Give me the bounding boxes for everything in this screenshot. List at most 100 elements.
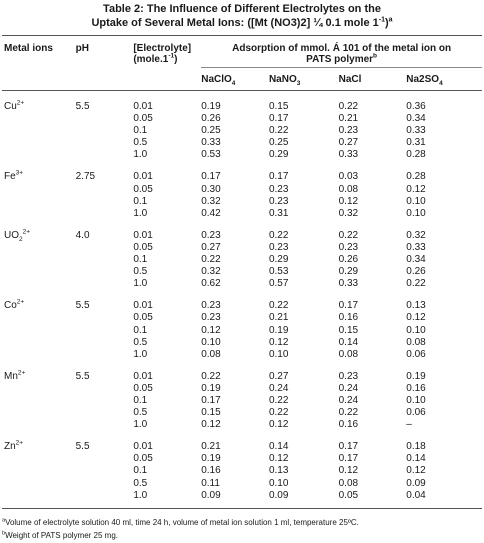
cell-nano3: 0.23: [268, 183, 289, 195]
header-col-naclo4-sub: 4: [231, 80, 236, 87]
header-adsorption: Adsorption of mmol. Á 101 of the metal i…: [201, 36, 482, 68]
cell-metal-ion: [2, 149, 76, 161]
cell-nano3: 0.29: [268, 254, 289, 266]
ion-symbol: Fe: [4, 171, 16, 183]
cell-naclo4: 0.16: [201, 465, 221, 477]
table-row: 0.1 0.16 0.13 0.12 0.12: [2, 465, 482, 477]
cell-nacl: 0.12: [338, 195, 359, 207]
cell-nano3: 0.24: [268, 382, 289, 394]
cell-nacl: 0.21: [338, 113, 359, 125]
metal-ion-table: Metal ions pH [Electrolyte] (mole.1-1) A…: [2, 35, 482, 509]
cell-metal-ion: [2, 137, 76, 149]
cell-nano3: 0.12: [268, 336, 289, 348]
cell-electrolyte: 0.5: [133, 266, 148, 278]
cell-nano3: 0.29: [268, 149, 289, 161]
cell-ph: [76, 184, 134, 196]
header-rule: [2, 90, 482, 91]
cell-nano3: 0.10: [268, 477, 289, 489]
cell-electrolyte: 0.01: [133, 370, 153, 382]
cell-nacl: 0.22: [338, 407, 359, 419]
cell-electrolyte: 1.0: [133, 207, 148, 219]
table-row: 1.0 0.08 0.10 0.08 0.06: [2, 349, 482, 361]
cell-na2so4: 0.09: [406, 477, 426, 489]
header-ph: pH: [75, 43, 89, 54]
ion-charge: 2+: [17, 369, 26, 377]
header-adsorption-line-1: Adsorption of mmol. Á 101 of the metal i…: [232, 43, 452, 54]
cell-nacl: 0.08: [338, 348, 359, 360]
table-row: 0.1 0.17 0.22 0.24 0.10: [2, 395, 482, 407]
cell-na2so4: 0.06: [406, 407, 426, 419]
table-row: 0.5 0.33 0.25 0.27 0.31: [2, 137, 482, 149]
cell-naclo4: 0.23: [201, 229, 221, 241]
footnotes: aVolume of electrolyte solution 40 ml, t…: [2, 516, 484, 542]
header-col-nano3: NaNO3: [268, 67, 339, 90]
caption-line-2-text: Uptake of Several Metal Ions: ([Mt (NO3)…: [91, 17, 379, 29]
cell-metal-ion: Co2+: [2, 290, 76, 312]
cell-naclo4: 0.17: [201, 171, 221, 183]
ion-charge: 2+: [22, 228, 31, 236]
cell-electrolyte: 0.01: [133, 229, 153, 241]
header-col-na2so4-base: Na2SO: [406, 74, 440, 85]
header-col-naclo4-base: NaClO: [201, 74, 232, 85]
header-electrolyte-unit: (mole.1: [133, 54, 169, 65]
cell-ph: 5.5: [75, 441, 90, 453]
table-row: 0.05 0.19 0.24 0.24 0.16: [2, 383, 482, 395]
cell-naclo4: 0.15: [201, 407, 221, 419]
header-electrolyte: [Electrolyte] (mole.1-1): [133, 36, 201, 91]
cell-metal-ion: Fe3+: [2, 161, 76, 183]
cell-ph: [76, 383, 134, 395]
cell-nano3: 0.22: [268, 394, 289, 406]
table-row: UO22+ 4.0 0.01 0.23 0.22 0.22 0.32: [2, 220, 482, 243]
footnote-b-text: Weight of PATS polymer 25 mg.: [5, 530, 118, 540]
cell-nacl: 0.24: [338, 394, 359, 406]
cell-metal-ion: [2, 419, 76, 431]
header-electrolyte-line-2: (mole.1-1): [133, 53, 201, 65]
table-row: 1.0 0.12 0.12 0.16 –: [2, 419, 482, 431]
table-row: 0.1 0.22 0.29 0.26 0.34: [2, 254, 482, 266]
cell-metal-ion: [2, 478, 76, 490]
cell-naclo4: 0.27: [201, 241, 221, 253]
cell-na2so4: 0.28: [406, 171, 426, 183]
header-col-nacl: NaCl: [338, 67, 407, 90]
cell-metal-ion: [2, 312, 76, 324]
header-col-na2so4: Na2SO4: [406, 67, 482, 90]
cell-ph: [76, 278, 134, 290]
cell-electrolyte: 0.1: [133, 195, 148, 207]
table-row: Co2+ 5.5 0.01 0.23 0.22 0.17 0.13: [2, 290, 482, 312]
cell-nano3: 0.17: [268, 113, 289, 125]
table-row: 0.05 0.27 0.23 0.23 0.33: [2, 242, 482, 254]
cell-naclo4: 0.22: [201, 370, 221, 382]
cell-ph: [76, 453, 134, 465]
table-row: 0.5 0.11 0.10 0.08 0.09: [2, 478, 482, 490]
cell-na2so4: 0.10: [406, 394, 426, 406]
cell-ph: [76, 349, 134, 361]
cell-na2so4: 0.18: [406, 441, 426, 453]
cell-ph: [76, 478, 134, 490]
cell-nacl: 0.17: [338, 453, 359, 465]
cell-ph: [76, 266, 134, 278]
cell-na2so4: 0.31: [406, 137, 426, 149]
cell-nacl: 0.16: [338, 419, 359, 431]
ion-charge: 2+: [16, 99, 25, 107]
caption-line-1: Table 2: The Influence of Different Elec…: [103, 3, 381, 15]
table-row: 0.5 0.32 0.53 0.29 0.26: [2, 266, 482, 278]
cell-nacl: 0.33: [338, 278, 359, 290]
cell-nacl: 0.23: [338, 241, 359, 253]
cell-na2so4: 0.10: [406, 324, 426, 336]
cell-metal-ion: [2, 208, 76, 220]
cell-electrolyte: 0.5: [133, 336, 148, 348]
cell-naclo4: 0.23: [201, 300, 221, 312]
ion-symbol: Cu: [4, 101, 17, 112]
cell-nacl: 0.08: [338, 183, 359, 195]
table-row: 0.1 0.12 0.19 0.15 0.10: [2, 325, 482, 337]
ion-symbol: Mn: [4, 370, 18, 382]
footnote-b-mark: b: [2, 530, 6, 537]
cell-nacl: 0.17: [338, 300, 359, 312]
cell-electrolyte: 0.1: [133, 394, 148, 406]
cell-naclo4: 0.22: [201, 254, 221, 266]
cell-na2so4: 0.34: [406, 113, 426, 125]
cell-nacl: 0.22: [338, 101, 359, 112]
table-row: Zn2+ 5.5 0.01 0.21 0.14 0.17 0.18: [2, 431, 482, 453]
caption-unit-sup: -1: [378, 16, 385, 24]
cell-electrolyte: 1.0: [133, 419, 148, 431]
